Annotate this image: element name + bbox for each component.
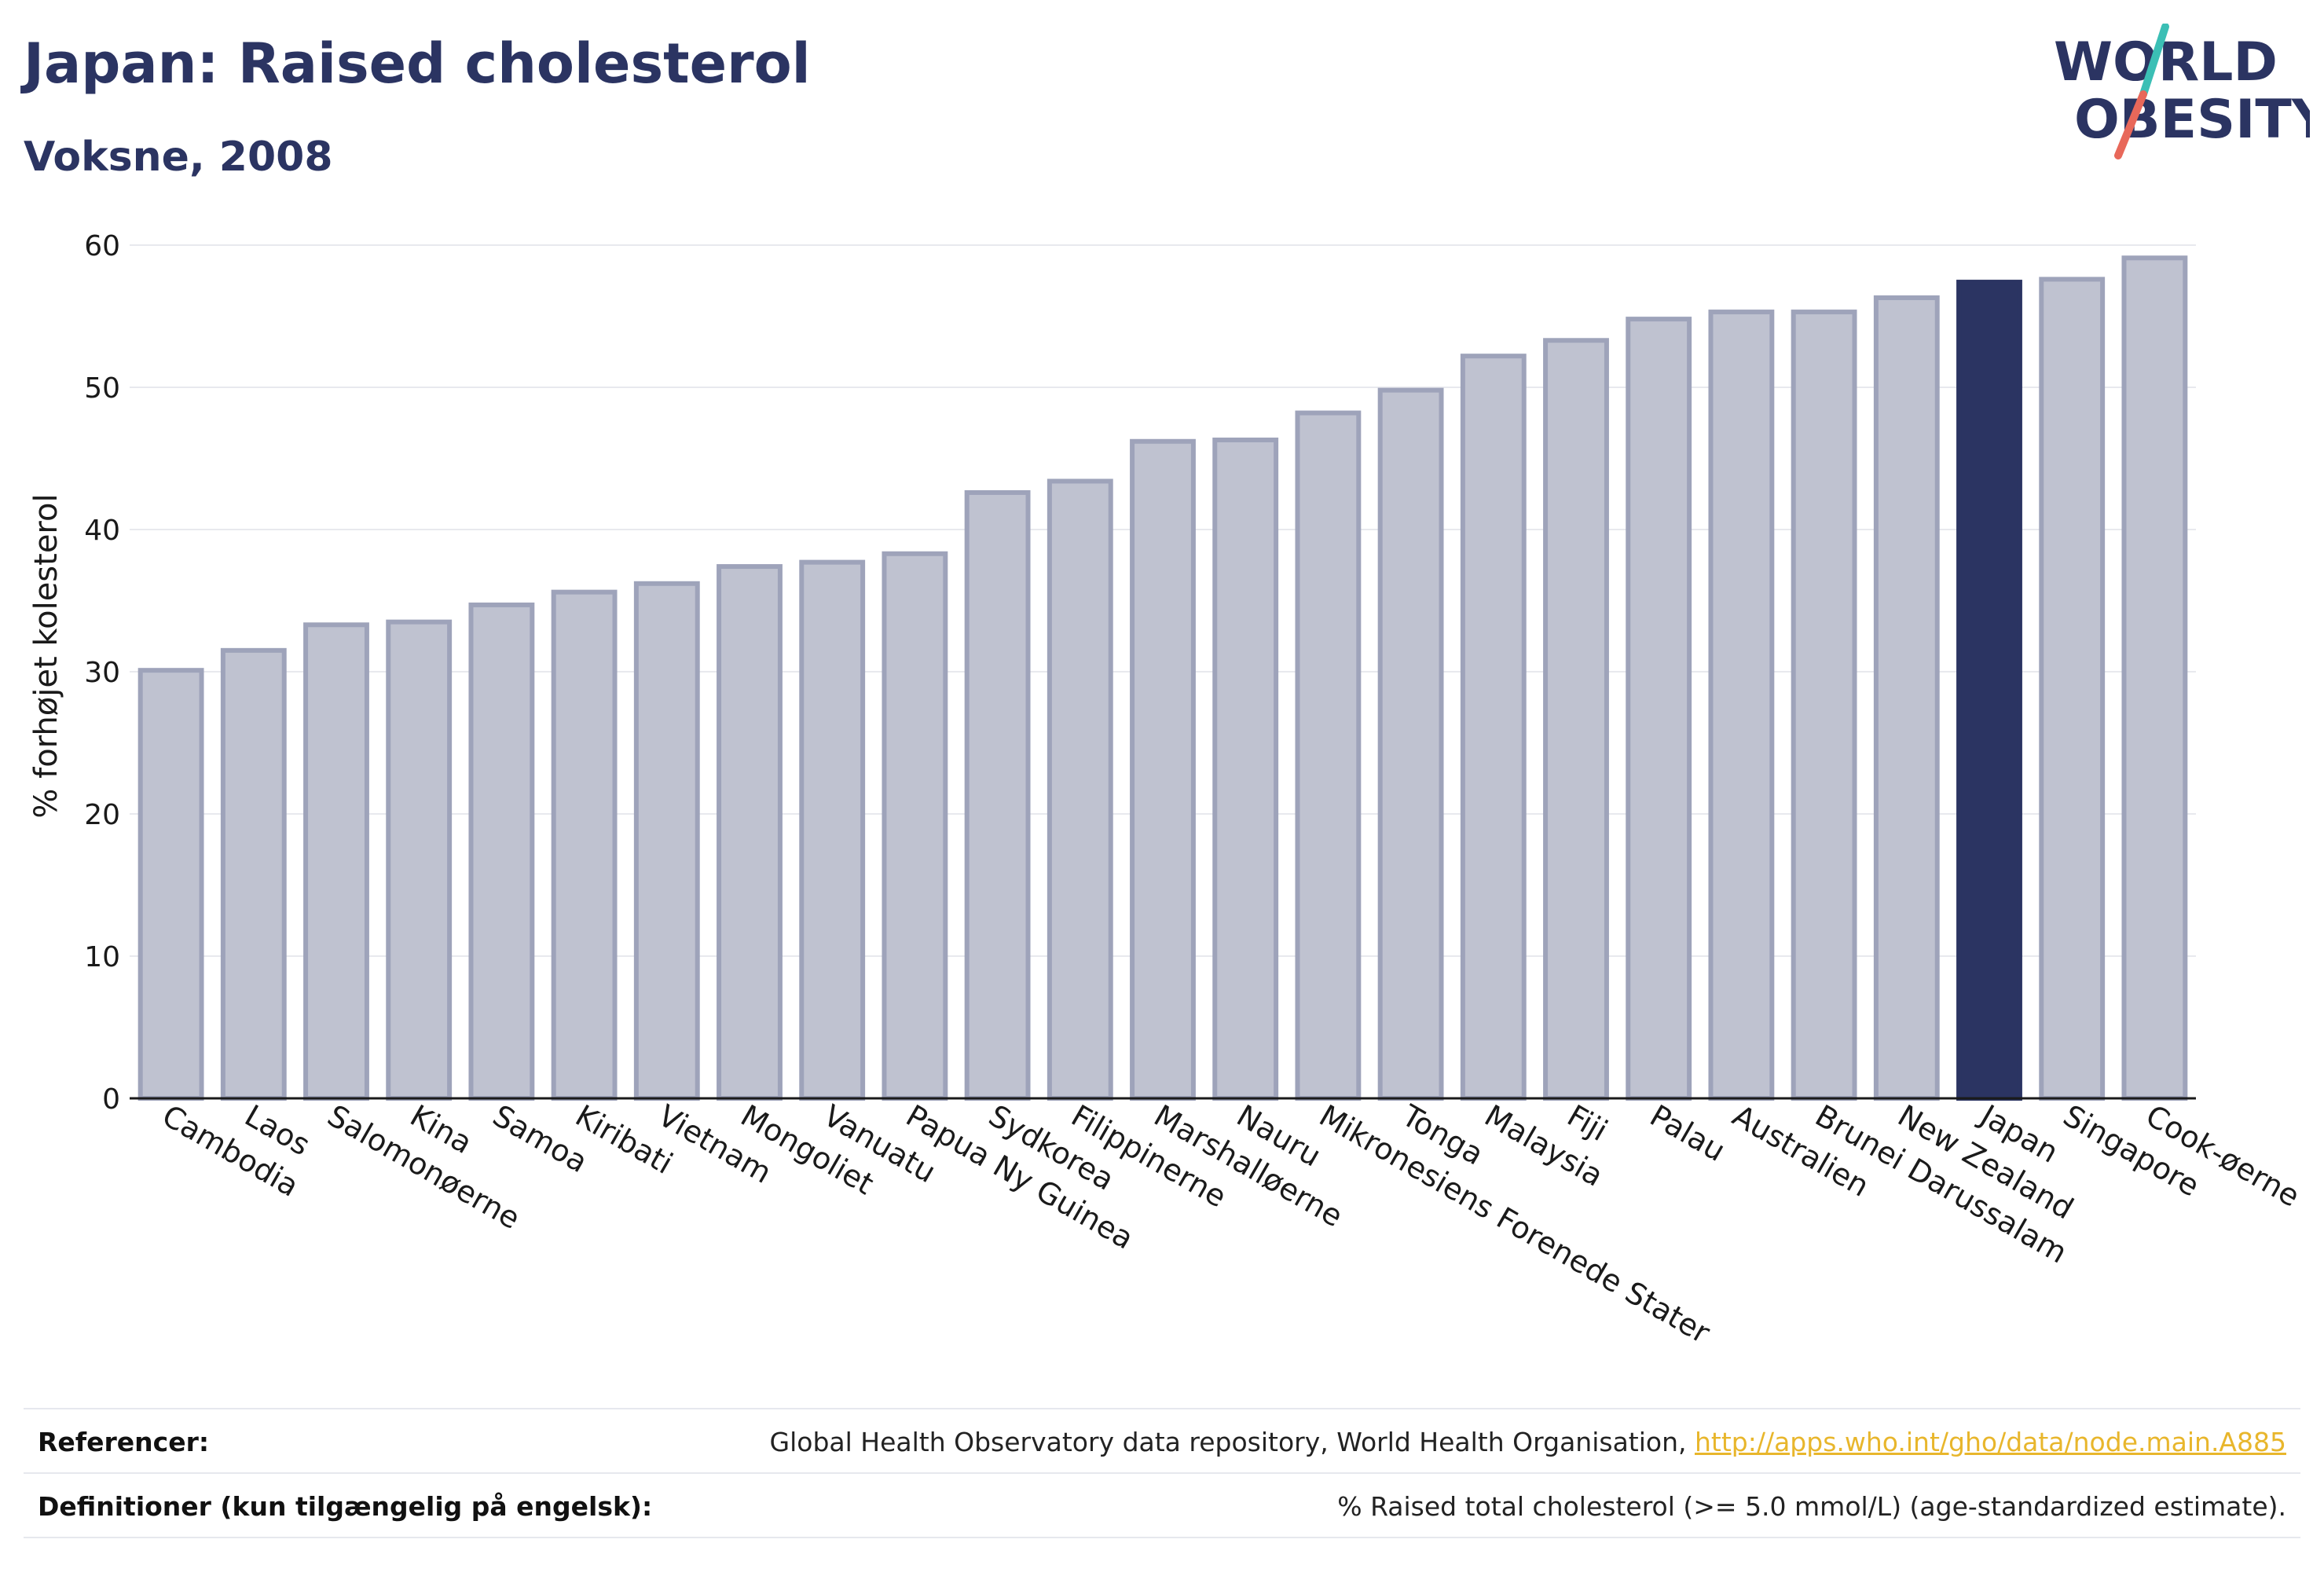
logo-line2: OBESITY — [2074, 89, 2310, 151]
references-row: Referencer: Global Health Observatory da… — [24, 1408, 2300, 1474]
bar-laos[interactable] — [220, 647, 287, 1101]
bar-fiji[interactable] — [1543, 338, 1609, 1101]
definitions-value: % Raised total cholesterol (>= 5.0 mmol/… — [1337, 1491, 2286, 1522]
bar-cambodia[interactable] — [137, 668, 204, 1101]
references-link[interactable]: http://apps.who.int/gho/data/node.main.A… — [1694, 1427, 2286, 1457]
bar-nauru[interactable] — [1212, 437, 1279, 1101]
y-tick-label: 10 — [84, 941, 120, 973]
bar-brunei-darussalam[interactable] — [1791, 310, 1857, 1101]
references-text: Global Health Observatory data repositor… — [769, 1427, 1695, 1457]
logo-slash-red — [2114, 90, 2147, 159]
references-label: Referencer: — [38, 1427, 210, 1457]
logo-line1: WORLD — [2054, 31, 2278, 93]
y-tick-label: 20 — [84, 799, 120, 831]
y-tick-label: 60 — [84, 230, 120, 262]
bar-cook-erne[interactable] — [2121, 255, 2188, 1101]
y-axis-label: % forhøjet kolesterol — [28, 493, 64, 818]
bar-new-zealand[interactable] — [1873, 295, 1940, 1101]
chart-subtitle: Voksne, 2008 — [24, 134, 333, 181]
bar-mikronesiens-forenede-stater[interactable] — [1295, 410, 1362, 1101]
bar-mongoliet[interactable] — [717, 564, 783, 1101]
references-value: Global Health Observatory data repositor… — [770, 1427, 2286, 1457]
bar-sydkorea[interactable] — [964, 489, 1031, 1101]
bar-salomon-erne[interactable] — [303, 622, 369, 1101]
world-obesity-logo: WORLD OBESITY — [2054, 24, 2310, 159]
footer-divider — [24, 1537, 2300, 1538]
bar-kiribati[interactable] — [551, 589, 618, 1101]
y-tick-label: 30 — [84, 657, 120, 689]
bar-vietnam[interactable] — [633, 581, 700, 1101]
bar-palau[interactable] — [1626, 317, 1692, 1101]
bar-malaysia[interactable] — [1460, 354, 1527, 1101]
bars — [137, 255, 2188, 1101]
x-tick-label: Palau — [1644, 1098, 1732, 1168]
y-tick-label: 50 — [84, 372, 120, 405]
bar-marshall-erne[interactable] — [1130, 438, 1196, 1101]
bar-japan[interactable] — [1956, 280, 2022, 1101]
bar-australien[interactable] — [1708, 310, 1775, 1101]
bar-kina[interactable] — [386, 619, 453, 1101]
bar-papua-ny-guinea[interactable] — [882, 551, 948, 1101]
bar-tonga[interactable] — [1377, 387, 1444, 1101]
y-tick-label: 0 — [102, 1083, 120, 1116]
bar-samoa[interactable] — [468, 602, 535, 1101]
logo-slash-teal — [2139, 24, 2169, 98]
y-axis: 0 10 20 30 40 50 60 — [84, 230, 120, 1116]
bar-filippinerne[interactable] — [1047, 478, 1113, 1101]
definitions-label: Definitioner (kun tilgængelig på engelsk… — [38, 1491, 653, 1522]
bar-vanuatu[interactable] — [799, 559, 866, 1101]
x-tick-label: Samoa — [487, 1098, 593, 1180]
chart-title: Japan: Raised cholesterol — [24, 31, 811, 96]
bar-singapore[interactable] — [2039, 277, 2106, 1101]
y-tick-label: 40 — [84, 515, 120, 547]
definitions-row: Definitioner (kun tilgængelig på engelsk… — [24, 1472, 2300, 1538]
